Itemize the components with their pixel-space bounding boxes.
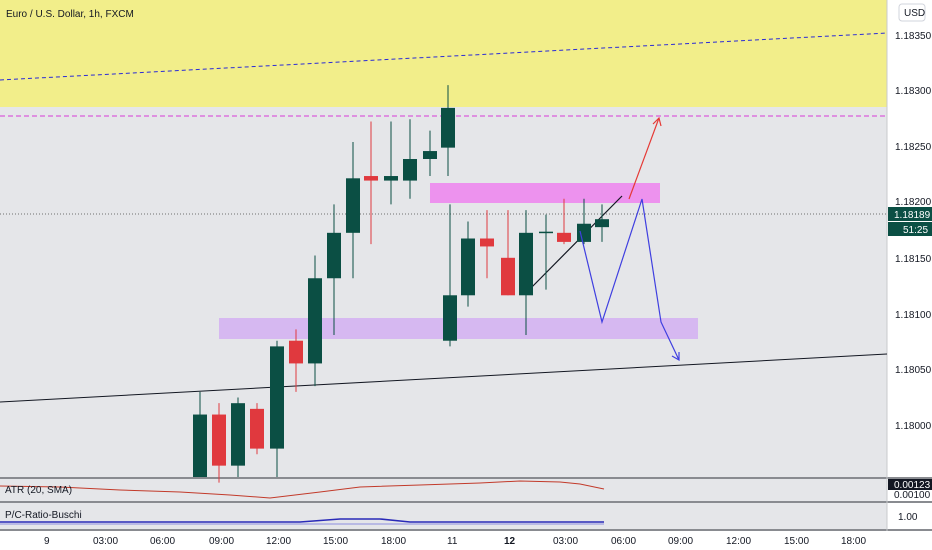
resistance-zone-box[interactable] — [430, 183, 660, 203]
time-tick: 06:00 — [611, 536, 636, 547]
candle-down[interactable] — [212, 414, 226, 466]
support-zone-box[interactable] — [219, 318, 698, 339]
atr-axis-tick: 0.00100 — [894, 490, 931, 501]
candle-up[interactable] — [539, 231, 553, 234]
candle-up[interactable] — [346, 178, 360, 233]
projection-down-path[interactable] — [579, 198, 680, 361]
time-axis[interactable] — [0, 531, 932, 550]
price-tick: 1.18050 — [895, 365, 932, 376]
upper-trendline-dashed[interactable] — [0, 32, 888, 81]
time-tick: 12 — [504, 536, 516, 547]
candle-down[interactable] — [501, 257, 515, 296]
time-tick: 11 — [447, 536, 458, 547]
price-tick: 1.18200 — [895, 197, 932, 208]
lower-trendline[interactable] — [0, 353, 888, 403]
price-tick: 1.18100 — [895, 310, 932, 321]
candle-up[interactable] — [519, 232, 533, 296]
time-tick: 18:00 — [381, 536, 406, 547]
candle-up[interactable] — [461, 238, 475, 296]
time-tick: 15:00 — [784, 536, 809, 547]
time-tick: 09:00 — [209, 536, 234, 547]
price-tick: 1.18300 — [895, 86, 932, 97]
candle-down[interactable] — [480, 238, 494, 247]
currency-button[interactable] — [898, 3, 926, 22]
chart-title: Euro / U.S. Dollar, 1h, FXCM — [6, 9, 134, 20]
time-tick: 09:00 — [668, 536, 693, 547]
countdown-badge — [888, 222, 932, 236]
candles-group — [193, 85, 609, 483]
projection-up-path[interactable] — [628, 117, 660, 200]
price-tick: 1.18150 — [895, 254, 932, 265]
atr-label[interactable]: ATR (20, SMA) — [5, 485, 72, 496]
atr-value-badge — [888, 479, 932, 490]
time-tick: 12:00 — [266, 536, 291, 547]
candle-down[interactable] — [557, 232, 571, 242]
pc-ratio-line — [0, 518, 604, 523]
candle-up[interactable] — [403, 159, 417, 181]
time-tick: 15:00 — [323, 536, 348, 547]
candle-up[interactable] — [384, 176, 398, 181]
candle-up[interactable] — [327, 232, 341, 279]
currency-label: USD — [904, 8, 925, 19]
candle-up[interactable] — [308, 278, 322, 364]
rising-wedge-line[interactable] — [525, 195, 623, 294]
time-tick: 03:00 — [93, 536, 118, 547]
supply-zone — [0, 0, 887, 107]
candle-up[interactable] — [270, 346, 284, 449]
candle-up[interactable] — [577, 223, 591, 242]
price-tick: 1.18250 — [895, 142, 932, 153]
price-tick: 1.18000 — [895, 421, 932, 432]
price-axis[interactable] — [887, 0, 932, 531]
pc-pane — [0, 503, 887, 529]
atr-pane — [0, 479, 887, 501]
atr-value: 0.00123 — [894, 480, 931, 491]
candle-down[interactable] — [250, 408, 264, 449]
time-tick: 12:00 — [726, 536, 751, 547]
candle-up[interactable] — [423, 151, 437, 159]
candle-up[interactable] — [595, 219, 609, 228]
time-tick: 18:00 — [841, 536, 866, 547]
last-price-badge — [888, 207, 932, 221]
candle-up[interactable] — [443, 295, 457, 341]
time-tick: 9 — [44, 536, 50, 547]
candle-down[interactable] — [289, 340, 303, 364]
pc-axis-tick: 1.00 — [898, 512, 918, 523]
candle-up[interactable] — [231, 403, 245, 466]
price-tick: 1.18350 — [895, 31, 932, 42]
last-price-value: 1.18189 — [894, 210, 931, 221]
candle-up[interactable] — [441, 107, 455, 148]
pc-ratio-label[interactable]: P/C-Ratio-Buschi — [5, 510, 82, 521]
atr-line — [0, 480, 605, 499]
candle-up[interactable] — [193, 414, 207, 477]
countdown-value: 51:25 — [903, 225, 928, 236]
time-tick: 03:00 — [553, 536, 578, 547]
projection-down-arrowhead — [671, 352, 680, 362]
time-tick: 06:00 — [150, 536, 175, 547]
projection-up-arrowhead — [652, 116, 662, 127]
candle-down[interactable] — [364, 176, 378, 181]
